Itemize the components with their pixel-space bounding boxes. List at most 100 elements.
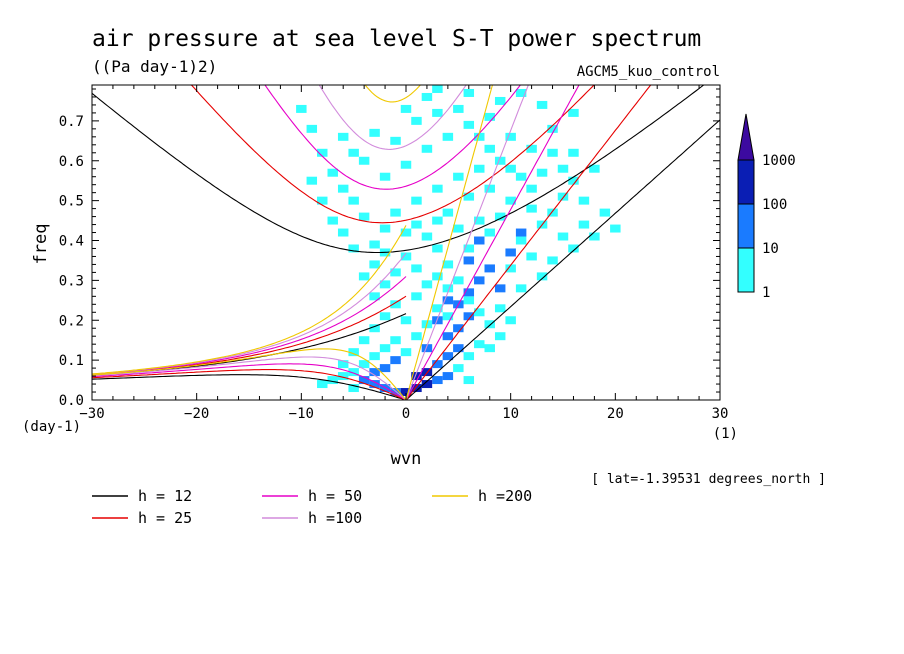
y-tick-label: 0.7 <box>59 114 84 130</box>
spectrum-cell <box>494 156 506 165</box>
spectrum-cell <box>390 336 401 345</box>
spectrum-cell <box>348 244 359 253</box>
spectrum-cell <box>337 360 349 369</box>
spectrum-cell <box>526 144 537 153</box>
x-unit-label: (1) <box>713 426 738 442</box>
spectrum-cell <box>547 256 558 265</box>
latitude-annotation: [ lat=-1.39531 degrees_north ] <box>591 472 826 487</box>
spectrum-cell <box>348 348 359 357</box>
spectrum-cell <box>453 276 464 285</box>
legend-entry: h =100 <box>308 509 362 527</box>
spectrum-cell <box>400 104 412 113</box>
spectrum-cell <box>442 312 454 321</box>
colorbar-segment <box>737 203 755 249</box>
spectrum-cell <box>348 368 359 377</box>
spectrum-cell <box>463 288 475 297</box>
dispersion-curve-ig1 <box>364 85 422 103</box>
spectrum-cell <box>505 164 516 173</box>
spectrum-cell <box>432 304 443 313</box>
spectrum-cell <box>317 380 328 389</box>
spectrum-cell <box>463 120 475 129</box>
spectrum-cell <box>432 244 443 253</box>
dispersion-curve-er1 <box>92 356 407 400</box>
spectrum-cell <box>411 264 422 273</box>
dispersion-curves <box>92 85 720 400</box>
spectrum-cell <box>453 224 464 233</box>
spectrum-cell <box>421 368 433 377</box>
spectrum-cell <box>599 208 611 217</box>
dispersion-curve-ig1 <box>264 85 522 190</box>
spectrum-cell <box>390 388 401 397</box>
spectrum-cell <box>494 304 506 313</box>
spectrum-cell <box>358 272 370 281</box>
spectrum-cell <box>369 368 380 377</box>
colorbar-arrow <box>737 113 755 161</box>
spectrum-cell <box>400 160 412 169</box>
spectrum-cell <box>379 224 391 233</box>
axis-ticks: −30 −20 −10 0 10 20 30 0.0 0.1 0.2 0.3 0.4 0.5 0.6 0.7 <box>59 85 728 422</box>
spectrum-cell <box>484 344 495 353</box>
spectrum-cell <box>557 164 569 173</box>
spectrum-cell <box>442 332 454 341</box>
colorbar: 1 10 100 1000 <box>737 113 796 301</box>
spectrum-cell <box>432 360 443 369</box>
spectrum-cell <box>369 260 380 269</box>
spectrum-cell <box>379 364 391 373</box>
y-tick-label: 0.0 <box>59 393 84 409</box>
x-tick-label: 0 <box>402 406 410 422</box>
dispersion-curve-kelvin <box>405 85 580 400</box>
spectrum-cell <box>400 388 412 397</box>
spectrum-cell <box>327 376 338 385</box>
dispersion-curve-ig1 <box>92 85 705 254</box>
spectrum-cell <box>474 276 485 285</box>
y-axis-label: freq <box>31 224 51 265</box>
spectrum-cell <box>442 372 454 381</box>
spectrum-cell <box>369 352 380 361</box>
spectrum-cell <box>306 124 318 133</box>
spectrum-cell <box>337 228 349 237</box>
spectrum-cell <box>578 220 590 229</box>
chart-units: ((Pa day-1)2) <box>92 57 217 76</box>
spectrum-cell <box>432 184 443 193</box>
spectrum-cell <box>463 256 475 265</box>
spectrum-cell <box>421 92 433 101</box>
spectrum-cell <box>421 144 433 153</box>
spectrum-cell <box>358 376 370 385</box>
y-tick-label: 0.1 <box>59 353 84 369</box>
spectrum-cell <box>317 196 328 205</box>
spectrum-cell <box>358 360 370 369</box>
spectrum-cell <box>379 280 391 289</box>
spectrum-cell <box>348 384 359 393</box>
spectrum-cell <box>453 104 464 113</box>
spectrum-cell <box>536 168 548 177</box>
spectrum-cell <box>526 252 537 261</box>
spectrum-cell <box>474 132 485 141</box>
spectrum-cell <box>568 148 579 157</box>
spectrum-cell <box>463 244 475 253</box>
spectrum-cell <box>390 356 401 365</box>
legend-entry: h =200 <box>478 487 532 505</box>
spectrum-cell <box>610 224 621 233</box>
spectrum-cell <box>442 296 454 305</box>
spectrum-cell <box>505 196 516 205</box>
spectrum-cell <box>421 280 433 289</box>
spectrum-cell <box>442 352 454 361</box>
chart-title: air pressure at sea level S-T power spec… <box>92 26 701 52</box>
spectrum-cell <box>411 372 422 381</box>
spectrum-cell <box>505 264 516 273</box>
spectrum-cell <box>453 344 464 353</box>
x-tick-label: 10 <box>502 406 519 422</box>
dispersion-curve-ig1 <box>318 85 467 150</box>
x-tick-label: −20 <box>184 406 209 422</box>
y-tick-label: 0.4 <box>59 234 84 250</box>
dispersion-curve-kelvin <box>405 85 529 400</box>
spectrum-cell <box>515 172 527 181</box>
spectrum-cell <box>358 212 370 221</box>
spectrum-cell <box>484 228 495 237</box>
spectrum-cell <box>505 132 516 141</box>
spectrum-cell <box>463 312 475 321</box>
spectrum-cell <box>432 216 443 225</box>
spectrum-cell <box>453 364 464 373</box>
spectrum-cell <box>484 264 495 273</box>
spectrum-cell <box>453 324 464 333</box>
